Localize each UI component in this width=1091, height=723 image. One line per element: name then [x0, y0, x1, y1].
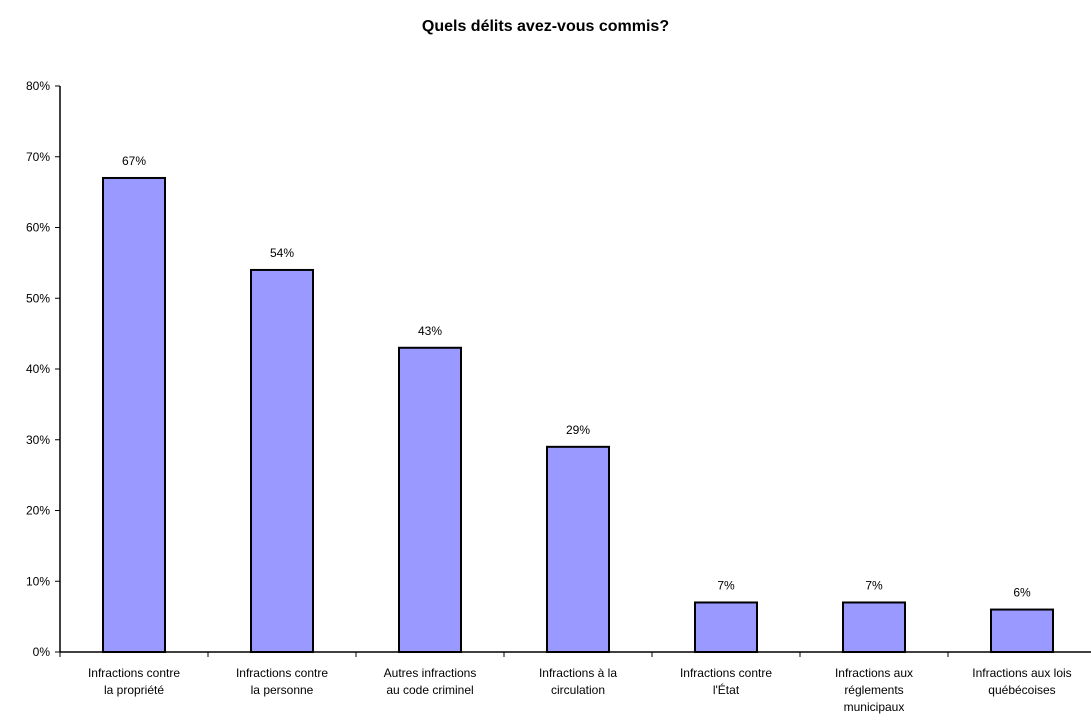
category-label: Infractions contre l'État [680, 666, 772, 697]
bar [250, 268, 314, 653]
bar [398, 346, 462, 653]
category-label: Autres infractions au code criminel [384, 666, 477, 697]
category-label-line: Infractions contre [680, 666, 772, 680]
bar [694, 601, 758, 653]
category-label: Infractions aux réglements municipaux [835, 666, 913, 714]
category-label-line: réglements [844, 683, 903, 697]
y-tick-label: 0% [33, 645, 51, 659]
category-label-line: l'État [713, 682, 740, 697]
chart-title: Quels délits avez-vous commis? [421, 18, 670, 35]
y-tick-label: 80% [26, 79, 50, 93]
category-label-line: Infractions contre [236, 666, 328, 680]
category-label-line: Infractions à la [539, 666, 617, 680]
category-label-line: la personne [251, 683, 314, 697]
data-label: 67% [122, 154, 146, 168]
category-label-line: la propriété [104, 683, 164, 697]
y-tick-label: 20% [26, 504, 50, 518]
data-label: 7% [865, 578, 883, 592]
data-label: 6% [1013, 586, 1031, 600]
data-label: 43% [418, 324, 442, 338]
category-label: Infractions à la circulation [539, 666, 617, 697]
category-label-line: au code criminel [386, 683, 473, 697]
bar [102, 176, 166, 653]
category-label-line: Autres infractions [384, 666, 477, 680]
data-label: 7% [717, 578, 735, 592]
category-label: Infractions aux lois québécoises [972, 666, 1071, 697]
y-tick-label: 50% [26, 291, 50, 305]
category-label-line: municipaux [844, 700, 905, 714]
category-label-line: Infractions aux lois [972, 666, 1071, 680]
y-tick-label: 40% [26, 362, 50, 376]
data-label: 29% [566, 423, 590, 437]
y-tick-label: 10% [26, 574, 50, 588]
data-label: 54% [270, 246, 294, 260]
category-label: Infractions contre la personne [236, 666, 328, 697]
y-tick-label: 70% [26, 150, 50, 164]
category-label-line: circulation [551, 683, 605, 697]
bar [546, 445, 610, 654]
category-label-line: Infractions aux [835, 666, 913, 680]
y-tick-label: 60% [26, 221, 50, 235]
y-tick-label: 30% [26, 433, 50, 447]
category-label-line: Infractions contre [88, 666, 180, 680]
bar [842, 601, 906, 653]
bar [990, 608, 1054, 653]
category-label: Infractions contre la propriété [88, 666, 180, 697]
category-label-line: québécoises [988, 683, 1055, 697]
